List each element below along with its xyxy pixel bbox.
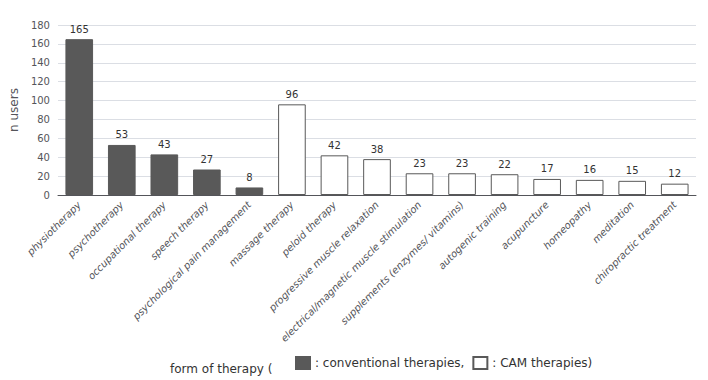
svg-text:occupational therapy: occupational therapy — [86, 198, 169, 281]
svg-text:supplements (enzymes/ vitamins: supplements (enzymes/ vitamins) — [338, 199, 466, 327]
svg-text:23: 23 — [456, 158, 469, 169]
svg-text:progressive muscle relaxation: progressive muscle relaxation — [266, 199, 381, 314]
svg-text:massage therapy: massage therapy — [226, 199, 296, 269]
svg-text:100: 100 — [31, 95, 50, 106]
svg-text:meditation: meditation — [590, 199, 636, 245]
svg-text:42: 42 — [328, 140, 341, 151]
svg-text:22: 22 — [498, 159, 511, 170]
svg-text:n users: n users — [7, 88, 21, 132]
svg-text:165: 165 — [70, 24, 89, 35]
svg-text:autogenic training: autogenic training — [436, 199, 508, 271]
svg-text:60: 60 — [37, 133, 50, 144]
svg-text:80: 80 — [37, 114, 50, 125]
svg-text:0: 0 — [44, 190, 50, 201]
svg-text:96: 96 — [286, 89, 299, 100]
svg-text:15: 15 — [626, 165, 639, 176]
svg-text:chiropractic treatment: chiropractic treatment — [591, 198, 679, 286]
svg-text:43: 43 — [158, 139, 171, 150]
svg-text:17: 17 — [541, 163, 554, 174]
svg-text:psychological pain management: psychological pain management — [130, 199, 254, 322]
svg-text:8: 8 — [246, 172, 252, 183]
svg-text:23: 23 — [413, 158, 426, 169]
svg-text:form of therapy (: form of therapy ( — [170, 362, 272, 376]
svg-text:speech therapy: speech therapy — [148, 199, 211, 262]
svg-text:: CAM therapies): : CAM therapies) — [492, 356, 592, 370]
svg-text:: conventional therapies,: : conventional therapies, — [315, 356, 464, 370]
svg-text:16: 16 — [583, 164, 596, 175]
svg-text:12: 12 — [668, 168, 681, 179]
svg-text:physiotherapy: physiotherapy — [24, 199, 84, 258]
svg-text:acupuncture: acupuncture — [498, 199, 551, 252]
svg-text:120: 120 — [31, 76, 50, 87]
svg-text:180: 180 — [31, 20, 50, 31]
svg-text:homeopathy: homeopathy — [541, 198, 594, 251]
svg-text:psychotherapy: psychotherapy — [65, 199, 126, 260]
svg-text:40: 40 — [37, 152, 50, 163]
svg-text:140: 140 — [31, 57, 50, 68]
svg-text:electrical/magnetic muscle sti: electrical/magnetic muscle stimulation — [279, 199, 424, 344]
svg-text:20: 20 — [37, 171, 50, 182]
svg-text:160: 160 — [31, 38, 50, 49]
svg-text:38: 38 — [371, 144, 384, 155]
svg-text:27: 27 — [200, 154, 213, 165]
svg-text:53: 53 — [115, 129, 128, 140]
svg-text:peloid therapy: peloid therapy — [279, 199, 339, 259]
